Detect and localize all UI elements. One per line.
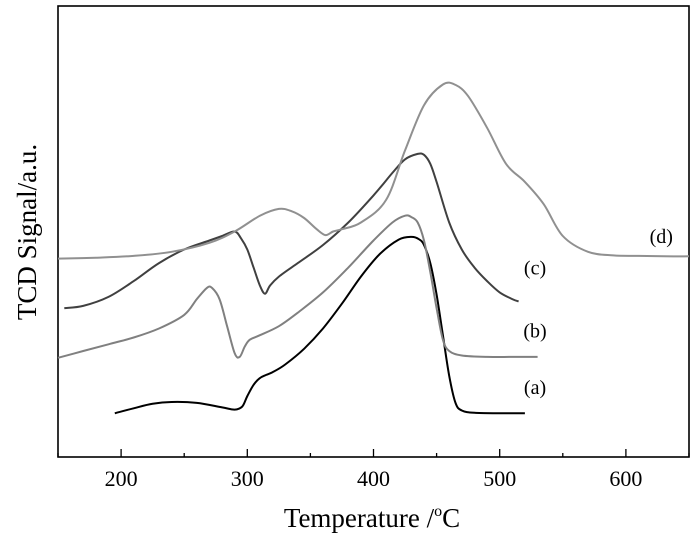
x-tick-label: 200 bbox=[105, 466, 138, 491]
curve-label-a: (a) bbox=[524, 377, 546, 399]
curve-label-c: (c) bbox=[524, 257, 546, 279]
x-axis-title-text: Temperature / bbox=[284, 503, 435, 533]
curve-label-b: (b) bbox=[523, 320, 546, 342]
x-axis-unit-superscript: o bbox=[434, 503, 442, 520]
x-axis-unit-letter: C bbox=[442, 503, 460, 533]
x-axis-title: Temperature /oC bbox=[284, 503, 460, 533]
plot-frame bbox=[57, 5, 690, 458]
plot-area-border bbox=[57, 5, 690, 458]
curve-labels: (a) (b) (c) (d) bbox=[523, 226, 673, 399]
x-tick-label: 600 bbox=[609, 466, 642, 491]
x-tick-label: 500 bbox=[483, 466, 516, 491]
x-axis-tick-labels: 200 300 400 500 600 bbox=[105, 466, 643, 491]
x-tick-label: 400 bbox=[357, 466, 390, 491]
x-axis-ticks bbox=[57, 449, 690, 457]
curve-label-d: (d) bbox=[650, 226, 673, 248]
series-line-b bbox=[57, 214, 538, 359]
y-axis-title: TCD Signal/a.u. bbox=[12, 144, 42, 320]
series-curves bbox=[57, 81, 690, 415]
series-line-a bbox=[114, 235, 525, 415]
x-tick-label: 300 bbox=[231, 466, 264, 491]
series-line-c bbox=[64, 152, 519, 310]
series-line-d bbox=[57, 81, 690, 260]
